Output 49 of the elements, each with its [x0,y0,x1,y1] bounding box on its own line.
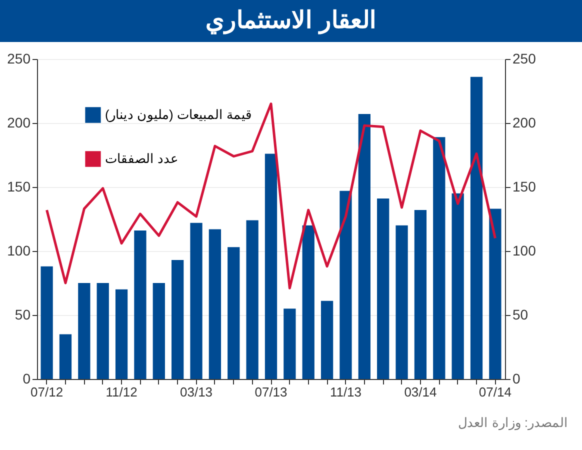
bar [96,283,109,379]
text: المصدر: وزارة العدل [457,415,569,430]
bar [246,220,258,379]
bar [414,210,427,379]
bar [489,208,502,379]
bar [59,334,72,379]
x-tick-label: 07/12 [30,384,64,400]
bar [115,289,128,379]
y-tick-label: 250 [7,50,31,66]
bar [172,260,184,379]
x-tick-label: 03/14 [404,384,437,400]
bar [470,76,483,379]
bar [40,266,53,379]
bar [452,193,464,379]
y2-tick-label: 0 [512,370,520,386]
line-series [46,102,496,290]
y-tick-label: 200 [7,114,31,130]
bar [208,229,222,379]
x-tick-label: 11/12 [106,384,138,400]
y2-tick-label: 100 [512,242,536,258]
x-tick-label: 07/13 [254,384,288,400]
bar [134,230,146,379]
bar [320,300,334,379]
bar [302,225,314,379]
bar [396,225,408,379]
bar [152,283,165,379]
y2-tick-label: 150 [512,178,536,194]
x-tick-label: 11/13 [330,384,362,400]
y-tick-label: 50 [14,306,31,322]
y2-tick-label: 250 [512,50,536,66]
x-tick-label: 03/13 [180,384,213,400]
chart-title: العقار الاستثماري [0,0,582,42]
bar [433,137,446,379]
bar [78,283,90,379]
y-tick-label: 150 [7,178,31,194]
y-tick-label: 0 [22,370,31,386]
y2-tick-label: 50 [512,306,528,322]
x-tick-label: 07/14 [478,384,512,400]
bar [358,114,370,379]
bar [264,154,278,379]
y-tick-label: 100 [7,242,31,258]
y2-tick-label: 200 [512,114,536,130]
bar [340,190,352,379]
legend-label: عدد الصفقات [105,151,179,166]
bar [228,247,240,379]
bar [190,222,202,379]
legend-label: قيمة المبيعات (مليون دينار) [105,107,252,123]
bar [284,308,296,379]
bar [377,198,390,379]
